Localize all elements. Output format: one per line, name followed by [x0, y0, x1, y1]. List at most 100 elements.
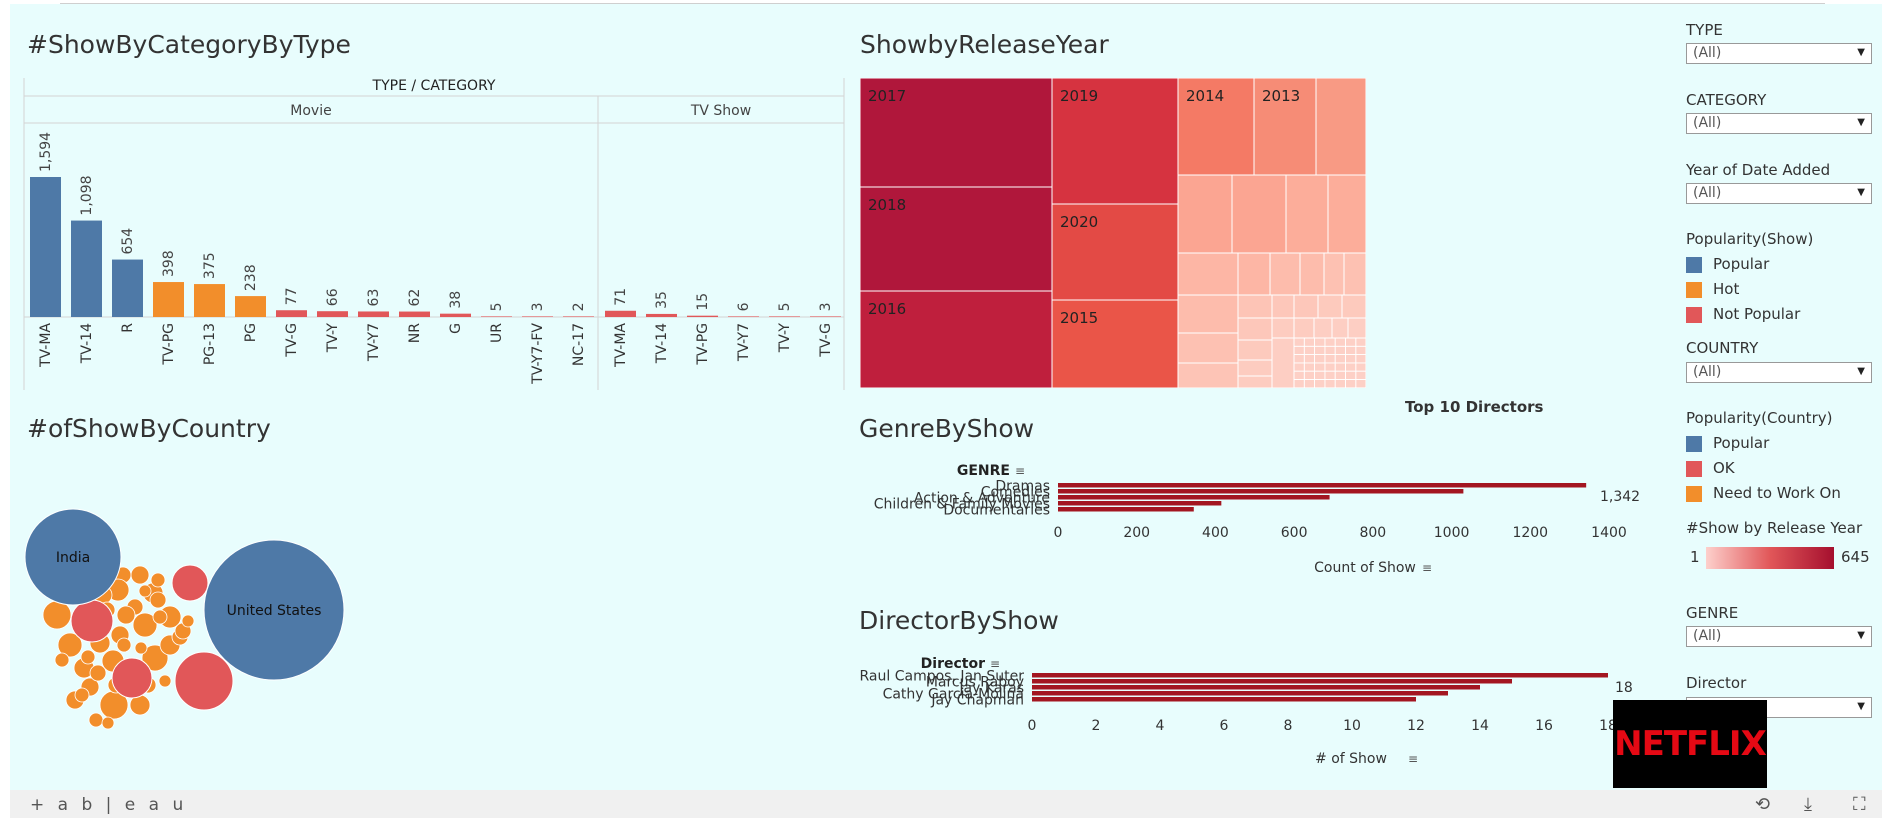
country-filter-dropdown[interactable]: (All) ▼: [1686, 362, 1872, 383]
year-added-filter-value: (All): [1693, 185, 1722, 201]
max-value-label: 18: [1615, 680, 1633, 696]
genre-filter-dropdown[interactable]: (All) ▼: [1686, 626, 1872, 647]
max-value-label: 1,342: [1600, 489, 1640, 505]
chevron-down-icon: ▼: [1857, 630, 1865, 641]
country-bubble: [89, 664, 107, 682]
legend-label: Popular: [1713, 434, 1770, 452]
country-bubble: [116, 605, 136, 625]
treemap-cell: [1177, 174, 1233, 254]
country-filter-label: COUNTRY: [1686, 339, 1759, 357]
sort-icon: ≡: [1422, 561, 1432, 575]
data-label: 3: [818, 302, 834, 311]
x-tick-label: 600: [1281, 525, 1308, 541]
data-label: 5: [777, 302, 793, 311]
treemap-label-2018: 2018: [868, 196, 906, 214]
hbar-documentaries: [1058, 507, 1194, 512]
legend-swatch: [1686, 436, 1702, 452]
axis-header: GENRE: [957, 463, 1010, 479]
data-label: 375: [202, 252, 218, 279]
treemap-cell: [1271, 294, 1295, 319]
treemap-cell: [1237, 359, 1273, 377]
tick-label: TV-Y7: [366, 323, 382, 362]
country-label: India: [56, 550, 90, 566]
hbar-raul-campos-jan-suter: [1032, 673, 1608, 678]
type-filter-dropdown[interactable]: (All) ▼: [1686, 43, 1872, 64]
category-label: Jay Chapman: [930, 693, 1024, 709]
release-year-gradient: [1706, 547, 1834, 569]
x-tick-label: 10: [1343, 718, 1361, 734]
treemap-label-2020: 2020: [1060, 213, 1098, 231]
x-axis-title: Count of Show: [1314, 560, 1416, 576]
country-bubble-india: [24, 508, 122, 606]
treemap-cell: [1231, 174, 1287, 254]
bar-tvshow-tv-ma: [605, 310, 636, 317]
treemap-cell: [860, 290, 1053, 388]
tick-label: NR: [407, 323, 423, 343]
release-year-legend-min: 1: [1690, 548, 1700, 566]
director-chart-title: DirectorByShow: [859, 606, 1059, 635]
data-label: 3: [530, 302, 546, 311]
category-label: Action & Adventure: [914, 491, 1050, 507]
chevron-down-icon: ▼: [1857, 47, 1865, 58]
treemap-cell: [1317, 294, 1343, 319]
x-tick-label: 1200: [1512, 525, 1548, 541]
legend-swatch: [1686, 461, 1702, 477]
x-tick-label: 200: [1123, 525, 1150, 541]
fullscreen-icon[interactable]: ⛶: [1853, 794, 1866, 815]
tick-label: NC-17: [571, 323, 587, 366]
sort-icon: ≡: [1015, 464, 1025, 478]
tick-label: TV-Y7: [736, 323, 752, 362]
country-bubble: [150, 572, 166, 588]
treemap-cell: [1323, 252, 1345, 296]
download-icon[interactable]: ⤓: [1804, 794, 1812, 815]
treemap-cell: [1343, 252, 1366, 296]
chevron-down-icon: ▼: [1857, 117, 1865, 128]
bar-tvshow-tv-y: [769, 316, 800, 317]
x-tick-label: 4: [1156, 718, 1165, 734]
bar-tvshow-tv-y7: [728, 316, 759, 317]
treemap-cell: [1177, 362, 1239, 388]
legend-swatch: [1686, 257, 1702, 273]
treemap-cell: [1177, 252, 1239, 296]
genre-filter-value: (All): [1693, 628, 1722, 644]
hbar-marcus-raboy: [1032, 679, 1512, 684]
sort-icon: ≡: [990, 657, 1000, 671]
x-tick-label: 1400: [1591, 525, 1627, 541]
bar-tvshow-tv-pg: [687, 315, 718, 317]
country-bubble-chart: India United States: [24, 508, 345, 730]
treemap-cell: [1051, 78, 1179, 205]
release-year-legend-title: #Show by Release Year: [1686, 519, 1863, 537]
tableau-brand[interactable]: + a b | e a u: [30, 795, 188, 815]
hbar-jay-karas: [1032, 685, 1480, 690]
category-label: Marcus Raboy: [926, 675, 1024, 691]
category-label: Comedies: [981, 485, 1050, 501]
treemap-cell: [1269, 252, 1301, 296]
bar-movie-pg-13: [194, 284, 225, 317]
country-bubble: [88, 712, 104, 728]
country-label: United States: [227, 603, 322, 619]
year-added-filter-dropdown[interactable]: (All) ▼: [1686, 183, 1872, 204]
x-tick-label: 400: [1202, 525, 1229, 541]
data-label: 15: [695, 293, 711, 311]
x-tick-label: 8: [1284, 718, 1293, 734]
sort-icon: ≡: [1408, 752, 1418, 766]
country-bubble: [80, 649, 96, 665]
country-bubble: [74, 687, 90, 703]
bar-movie-nc-17: [563, 316, 594, 317]
data-label: 654: [120, 228, 136, 255]
tick-label: TV-Y: [325, 323, 341, 354]
axis-header: Director: [921, 656, 985, 672]
tick-label: TV-14: [79, 323, 95, 364]
treemap-cell: [1313, 317, 1333, 339]
share-icon[interactable]: ⟲: [1755, 794, 1771, 815]
x-tick-label: 12: [1407, 718, 1425, 734]
category-bar-chart: TYPE / CATEGORY Movie TV Show 1,594 TV-MA 1,0…: [23, 78, 845, 390]
bar-movie-tv-pg: [153, 282, 184, 317]
hbar-action-adventure: [1058, 495, 1330, 500]
bar-movie-tv-y: [317, 311, 348, 317]
data-label: 38: [448, 291, 464, 309]
treemap-cell: [1177, 294, 1239, 334]
category-filter-dropdown[interactable]: (All) ▼: [1686, 113, 1872, 134]
x-tick-label: 14: [1471, 718, 1489, 734]
